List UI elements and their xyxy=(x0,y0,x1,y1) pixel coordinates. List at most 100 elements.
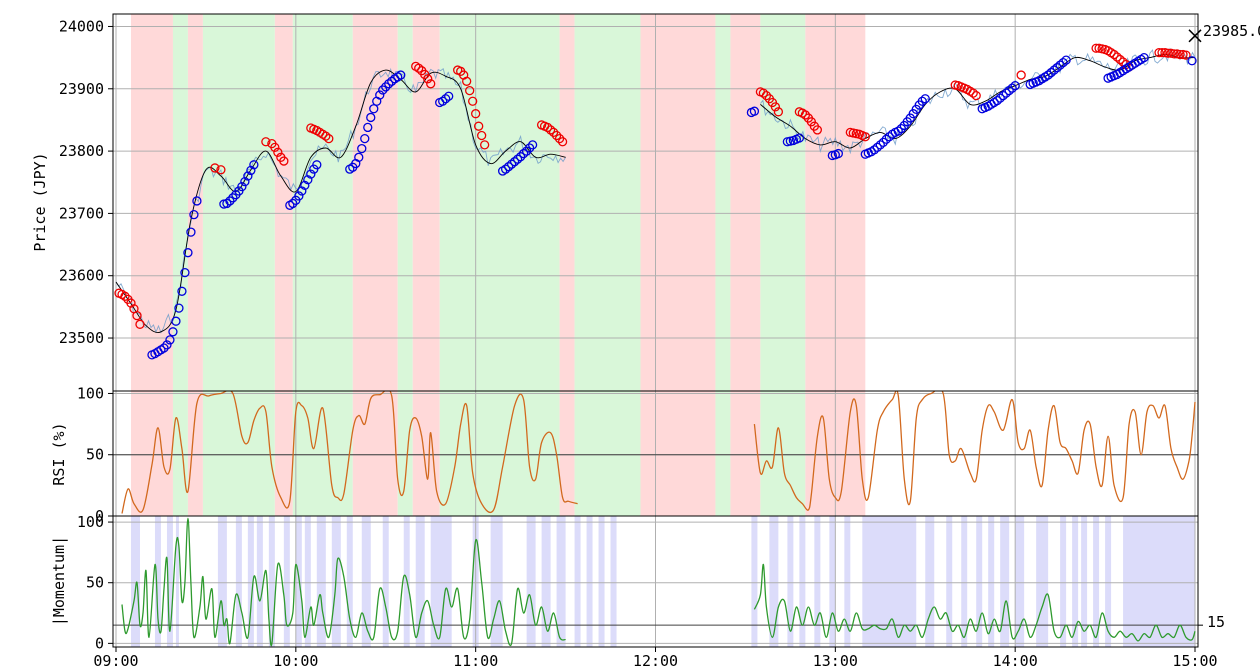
rsi-y-ticks: 0 50 100 xyxy=(77,384,113,525)
psar-up-marker xyxy=(444,91,454,101)
psar-down-marker xyxy=(758,88,769,98)
bull-trend-region xyxy=(574,391,641,516)
momentum-shade-band xyxy=(1060,516,1067,647)
momentum-shade-band xyxy=(541,516,551,647)
momentum-axis-label: |Momentum| xyxy=(50,536,68,626)
y-tick-label: 23700 xyxy=(59,204,104,222)
momentum-shade-band xyxy=(1072,516,1079,647)
psar-down-marker xyxy=(273,147,283,157)
psar-up-marker xyxy=(1187,56,1197,66)
psar-down-marker xyxy=(770,102,781,112)
psar-up-marker xyxy=(881,134,891,144)
bull-trend-region xyxy=(172,14,188,391)
price-trend-shading xyxy=(130,14,866,391)
psar-up-marker xyxy=(869,145,879,155)
bull-trend-region xyxy=(292,391,353,516)
momentum-shade-band xyxy=(256,516,263,647)
y-tick-label: 0 xyxy=(95,507,104,525)
moving-average-line xyxy=(115,69,566,334)
psar-up-marker xyxy=(515,152,526,162)
momentum-shade-band xyxy=(154,516,161,647)
bear-trend-region xyxy=(559,14,575,391)
psar-down-marker xyxy=(551,130,562,141)
moving-average-line xyxy=(760,54,1196,149)
momentum-shade-band xyxy=(787,516,794,647)
bear-trend-region xyxy=(352,14,398,391)
bull-trend-region xyxy=(715,391,731,516)
psar-down-marker xyxy=(557,137,568,147)
psar-down-marker xyxy=(426,79,436,89)
last-price-cross xyxy=(1188,29,1202,43)
psar-down-marker xyxy=(1154,47,1164,58)
psar-up-marker xyxy=(920,94,930,104)
price-grid xyxy=(113,14,1198,391)
psar-up-marker xyxy=(165,335,175,345)
bear-trend-region xyxy=(187,14,203,391)
psar-up-marker xyxy=(998,90,1008,101)
momentum-shade-band xyxy=(1123,516,1196,647)
bear-trend-region xyxy=(352,391,398,516)
momentum-series xyxy=(121,517,1196,647)
momentum-shade-band xyxy=(175,516,179,647)
bear-trend-region xyxy=(640,391,716,516)
x-tick-label: 12:00 xyxy=(633,652,678,670)
momentum-shade-band xyxy=(490,516,503,647)
psar-down-marker xyxy=(1109,49,1119,60)
psar-down-marker xyxy=(261,137,271,147)
bear-trend-region xyxy=(274,14,293,391)
psar-up-marker xyxy=(995,93,1005,103)
bear-trend-region xyxy=(130,391,173,516)
psar-up-marker xyxy=(171,316,181,326)
bull-trend-region xyxy=(760,391,806,516)
momentum-shade-band xyxy=(304,516,311,647)
psar-down-marker xyxy=(216,165,226,175)
psar-up-marker xyxy=(354,152,364,162)
psar-down-marker xyxy=(126,298,136,308)
psar-up-marker xyxy=(378,85,388,95)
rsi-line xyxy=(753,391,1196,511)
momentum-shade-band xyxy=(769,516,779,647)
psar-down-marker xyxy=(1157,47,1167,58)
psar-up-marker xyxy=(387,76,397,86)
y-tick-label: 100 xyxy=(77,384,104,402)
psar-down-marker xyxy=(1112,52,1122,62)
psar-up-marker xyxy=(1061,55,1071,65)
momentum-shade-band xyxy=(430,516,452,647)
last-price-marker: 23985.0 xyxy=(1188,22,1260,43)
parabolic-sar-markers xyxy=(114,43,1197,360)
bear-trend-region xyxy=(559,391,575,516)
psar-up-marker xyxy=(396,70,406,80)
psar-down-marker xyxy=(414,63,424,73)
psar-up-marker xyxy=(246,165,256,176)
momentum-panel: 0 50 100 |Momentum| 15 xyxy=(50,513,1225,652)
x-tick-label: 10:00 xyxy=(273,652,318,670)
momentum-shade-band xyxy=(268,516,275,647)
psar-up-marker xyxy=(306,169,316,179)
bull-trend-region xyxy=(574,14,641,391)
psar-up-marker xyxy=(384,79,394,89)
bear-trend-region xyxy=(730,14,761,391)
rsi-panel: 0 50 100 RSI (%) xyxy=(50,384,1199,525)
momentum-shade-band xyxy=(799,516,806,647)
psar-up-marker xyxy=(1049,65,1059,75)
psar-down-marker xyxy=(761,90,772,101)
momentum-shade-band xyxy=(1093,516,1100,647)
momentum-shade-band xyxy=(751,516,758,647)
psar-up-marker xyxy=(875,140,885,150)
psar-up-marker xyxy=(500,164,511,174)
psar-up-marker xyxy=(303,175,313,185)
psar-up-marker xyxy=(896,124,906,134)
momentum-shade-band xyxy=(844,516,851,647)
psar-up-marker xyxy=(168,327,178,337)
psar-down-marker xyxy=(545,125,556,135)
bear-trend-region xyxy=(730,391,761,516)
psar-up-marker xyxy=(441,94,451,104)
bull-trend-region xyxy=(760,14,806,391)
price-panel: 23985.0 23500 23600 23700 23800 23900 24000 P… xyxy=(31,13,1260,392)
raw-price-line xyxy=(115,67,566,334)
psar-down-marker xyxy=(800,110,811,120)
momentum-shade-band xyxy=(415,516,425,647)
momentum-shade-band xyxy=(946,516,953,647)
rsi-series xyxy=(121,391,1196,514)
psar-down-marker xyxy=(812,125,823,135)
